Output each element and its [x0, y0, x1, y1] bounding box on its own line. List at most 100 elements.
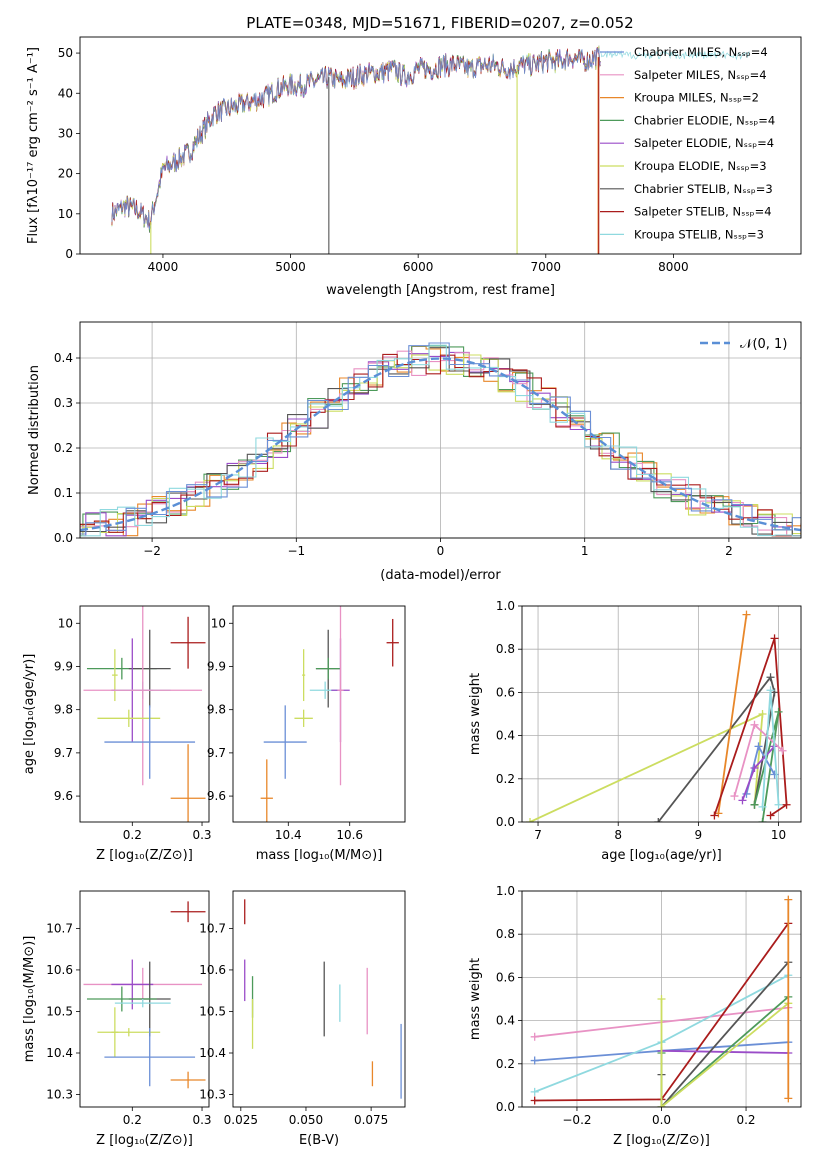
y-tick-label: 20	[58, 167, 73, 181]
y-tick-label: 0.2	[54, 441, 73, 455]
spectrum-red-extension	[600, 50, 750, 61]
axes-frame	[79, 36, 802, 255]
x-tick-label: 0.025	[224, 1113, 258, 1127]
errorbar-group	[83, 606, 206, 822]
y-tick-label: 10.7	[199, 921, 226, 935]
y-tick-label: 30	[58, 126, 73, 140]
spectrum-series-line	[111, 47, 601, 233]
x-tick-label: 0.075	[354, 1113, 388, 1127]
y-axis-label: mass [log₁₀(M/M⊙)]	[22, 936, 37, 1063]
x-axis-label: wavelength [Angstrom, rest frame]	[326, 283, 555, 298]
x-tick-label: 0.0	[652, 1113, 671, 1127]
x-tick-label: −0.2	[562, 1113, 591, 1127]
y-tick-label: 0.6	[496, 685, 515, 699]
weight-vs-metallicity-panel: −0.2 0.0 0.2 0.0 0.2 0.4 0.6 0.8 1.0 Z [log₁₀(Z/Z…	[468, 884, 802, 1148]
series-marker	[766, 673, 775, 682]
residual-histogram-panel: −2 −1 0 1 2 0.0 0.1 0.2 0.3 0.4 (data-model)/error…	[27, 321, 802, 583]
x-tick-label: 7	[534, 828, 542, 842]
series-line	[660, 999, 789, 1107]
y-tick-label: 1.0	[496, 599, 515, 613]
figure-title: PLATE=0348, MJD=51671, FIBERID=0207, z=0…	[246, 14, 633, 32]
y-tick-label: 0.2	[496, 772, 515, 786]
x-tick-label: 7000	[531, 260, 562, 274]
gaussian-curve	[80, 357, 801, 532]
y-tick-label: 0.8	[496, 642, 515, 656]
series-marker	[750, 764, 759, 772]
age-vs-mass-panel: 10.4 10.6 9.6 9.7 9.8 9.9 10 mass [log₁₀(M/M⊙)]	[207, 605, 406, 863]
y-tick-label: 10	[211, 616, 226, 630]
x-tick-label: 6000	[403, 260, 434, 274]
spectrum-series-line	[111, 45, 601, 229]
x-axis-label: E(B-V)	[299, 1133, 339, 1148]
y-tick-label: 0.0	[54, 531, 73, 545]
x-tick-label: 0.2	[123, 1113, 142, 1127]
y-tick-label: 0.0	[496, 1100, 515, 1114]
x-tick-label: −1	[287, 544, 305, 558]
x-tick-label: 8	[614, 828, 622, 842]
axes-frame	[79, 321, 802, 539]
legend-entry: Chabrier STELIB, Nₛₛₚ=3	[634, 182, 773, 196]
y-tick-label: 0.6	[496, 970, 515, 984]
y-tick-label: 0.0	[496, 815, 515, 829]
x-tick-label: 0.3	[192, 828, 211, 842]
x-tick-label: −2	[143, 544, 161, 558]
series-marker	[770, 688, 779, 697]
histogram-lines	[80, 342, 801, 537]
spectrum-series-line	[111, 45, 601, 233]
y-tick-label: 10	[58, 207, 73, 221]
x-tick-label: 1	[581, 544, 589, 558]
series-marker	[778, 746, 787, 755]
errorbar-group	[260, 606, 399, 822]
y-tick-label: 10	[58, 616, 73, 630]
x-tick-label: 10	[771, 828, 786, 842]
y-tick-label: 0.4	[496, 1014, 515, 1028]
y-tick-label: 9.9	[54, 659, 73, 673]
series-marker	[657, 1103, 666, 1107]
y-axis-label: mass weight	[468, 673, 483, 755]
x-tick-label: 5000	[275, 260, 306, 274]
y-axis-label: Normed distribution	[27, 365, 42, 495]
y-axis-label: mass weight	[468, 958, 483, 1040]
weight-vs-age-panel: 7 8 9 10 0.0 0.2 0.4 0.6 0.8 1.0 age [log₁₀(age/yr…	[468, 599, 802, 863]
series-marker	[750, 800, 759, 809]
x-tick-label: 0.2	[123, 828, 142, 842]
legend-entry: Chabrier ELODIE, Nₛₛₚ=4	[634, 113, 775, 127]
series-marker	[774, 800, 783, 809]
series-marker	[758, 710, 767, 718]
x-tick-label: 4000	[148, 260, 179, 274]
x-axis-label: Z [log₁₀(Z/Z⊙)]	[96, 848, 193, 863]
series-marker	[710, 811, 719, 820]
errorbar-group	[244, 899, 402, 1099]
x-tick-label: 0	[437, 544, 445, 558]
series-marker	[758, 802, 767, 811]
series-marker	[754, 742, 763, 751]
y-tick-label: 0.3	[54, 396, 73, 410]
x-tick-label: 0.3	[192, 1113, 211, 1127]
y-tick-label: 10.7	[46, 921, 73, 935]
series-marker	[530, 1087, 539, 1096]
series-line	[660, 961, 789, 1107]
series-line	[713, 638, 788, 817]
x-axis-label: Z [log₁₀(Z/Z⊙)]	[613, 1133, 710, 1148]
legend-entry: Salpeter ELODIE, Nₛₛₚ=4	[634, 136, 774, 150]
age-vs-metallicity-panel: 0.2 0.3 9.6 9.7 9.8 9.9 10 Z [log₁₀(Z/Z⊙)] age […	[22, 605, 212, 863]
axes-frame	[521, 605, 802, 823]
series-marker	[530, 1032, 539, 1041]
series-marker	[657, 995, 666, 1003]
series-marker	[530, 1056, 539, 1065]
series-marker	[782, 800, 791, 809]
series-marker	[774, 707, 783, 716]
series-marker	[738, 796, 747, 805]
spectrum-series-line	[111, 45, 601, 230]
y-tick-label: 9.6	[54, 789, 73, 803]
mass-vs-metallicity-panel: 0.2 0.3 10.3 10.4 10.5 10.6 10.7 Z [log₁₀(Z/Z⊙)…	[22, 890, 212, 1148]
y-axis-label: age [log₁₀(age/yr)]	[22, 654, 37, 775]
axes-frame	[521, 890, 802, 1108]
mass-vs-ebv-panel: 0.025 0.050 0.075 10.3 10.4 10.5 10.6 10.7 E(B-V…	[199, 890, 406, 1148]
spectrum-series-line	[111, 48, 601, 233]
legend-entry: 𝒩(0, 1)	[740, 337, 787, 352]
y-tick-label: 10.3	[199, 1088, 226, 1102]
legend-entry: Salpeter MILES, Nₛₛₚ=4	[634, 68, 767, 82]
x-tick-label: 10.6	[336, 828, 363, 842]
